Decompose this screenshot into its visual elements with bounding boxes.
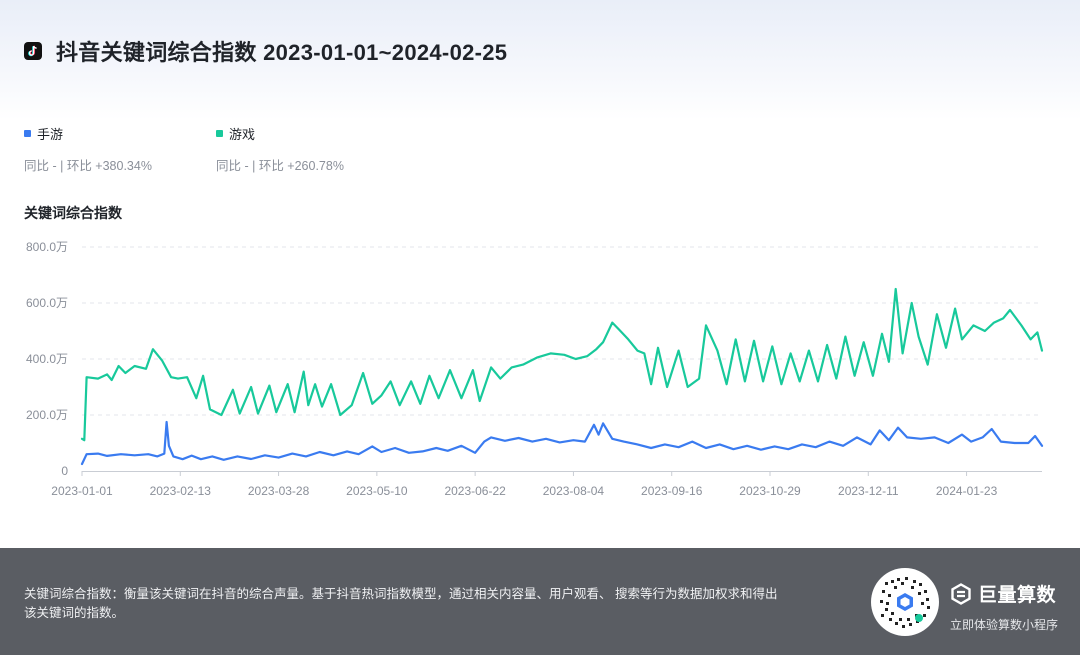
legend-item-games[interactable]: 游戏 同比 - | 环比 +260.78% [216,124,344,174]
douyin-logo-icon [24,42,42,60]
brand: 巨量算数 立即体验算数小程序 [950,580,1058,633]
x-tick-label: 2023-10-29 [739,484,801,498]
footer: 关键词综合指数：衡量该关键词在抖音的综合声量。基于抖音热词指数模型，通过相关内容… [0,548,1080,655]
index-description: 关键词综合指数：衡量该关键词在抖音的综合声量。基于抖音热词指数模型，通过相关内容… [24,587,778,620]
header: 抖音关键词综合指数 2023-01-01~2024-02-25 [24,34,507,68]
y-tick-label: 600.0万 [26,296,68,310]
x-tick-label: 2024-01-23 [936,484,998,498]
y-axis-title: 关键词综合指数 [24,205,122,221]
legend-stats: 同比 - | 环比 +260.78% [216,159,344,173]
legend-label: 手游 [37,127,64,142]
x-tick-label: 2023-05-10 [346,484,408,498]
brand-tagline: 立即体验算数小程序 [950,618,1059,632]
page-title: 抖音关键词综合指数 2023-01-01~2024-02-25 [56,40,508,65]
line-chart: 0 200.0万 400.0万 600.0万 800.0万 2023-01-01 2023-… [26,240,1044,498]
x-tick-label: 2023-06-22 [444,484,506,498]
y-tick-label: 0 [61,464,68,478]
legend-label: 游戏 [229,127,256,142]
series-line-手游 [80,420,1044,466]
y-tick-label: 800.0万 [26,240,68,254]
qr-code-icon[interactable] [871,568,939,636]
legend-stats: 同比 - | 环比 +380.34% [24,159,152,173]
header-background [0,0,1080,548]
brand-logo-icon [951,582,971,605]
x-tick-label: 2023-03-28 [248,484,310,498]
brand-name: 巨量算数 [978,585,1057,606]
x-tick-label: 2023-01-01 [51,484,113,498]
legend-item-mobile-games[interactable]: 手游 同比 - | 环比 +380.34% [24,124,152,174]
legend-swatch-icon [216,130,223,137]
legend-swatch-icon [24,130,31,137]
x-tick-label: 2023-09-16 [641,484,703,498]
x-tick-label: 2023-08-04 [543,484,605,498]
x-tick-label: 2023-12-11 [838,484,899,498]
y-tick-label: 200.0万 [26,408,68,422]
x-tick-label: 2023-02-13 [150,484,212,498]
y-tick-label: 400.0万 [26,352,68,366]
series-line-游戏 [80,287,1044,442]
